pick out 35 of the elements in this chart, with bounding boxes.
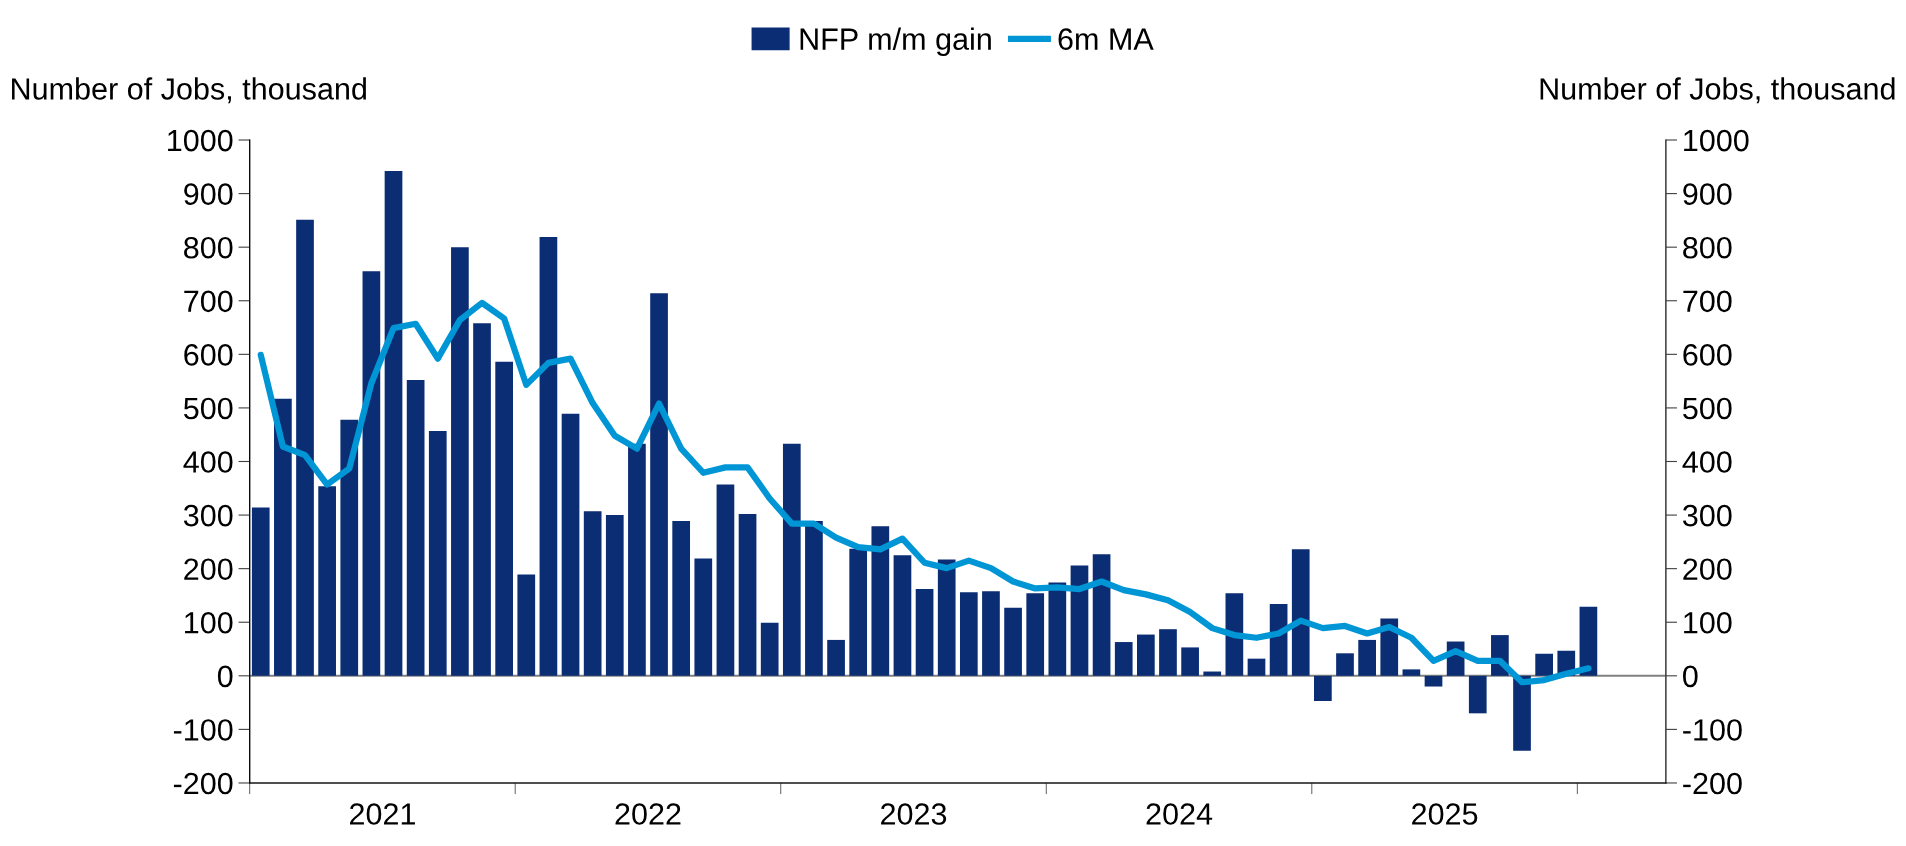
y2-tick-label: 900 (1683, 183, 1732, 205)
y2-tick-label: 500 (1683, 397, 1732, 420)
y-tick-label: 300 (183, 504, 233, 527)
y-tick-label: 0 (217, 665, 233, 688)
y-tick-label: 900 (184, 183, 233, 205)
text: 2025 (1412, 803, 1478, 825)
y2-tick-label: 200 (1683, 558, 1732, 581)
y2-tick-label: 300 (1682, 504, 1732, 527)
y2-tick-label: 0 (1683, 665, 1698, 688)
y-tick-label: 200 (184, 558, 233, 581)
y2-axis-title: Number of Jobs, thousand (1540, 77, 1895, 104)
y-tick-label: -200 (173, 772, 233, 795)
y-tick-label: 500 (183, 397, 233, 420)
y-tick-label: 100 (185, 611, 233, 634)
y2-tick-label: 700 (1683, 290, 1732, 313)
y-axis-title: Number of Jobs, thousand (12, 77, 366, 104)
y2-tick-label: 1000 (1684, 129, 1749, 152)
y-tick-label: -100 (173, 719, 233, 741)
y2-tick-label: 400 (1682, 451, 1732, 473)
y-tick-label: 1000 (168, 129, 233, 152)
text: 2024 (1146, 803, 1213, 825)
y2-tick-label: 600 (1683, 344, 1732, 366)
y2-tick-label: -200 (1683, 772, 1742, 795)
y-tick-label: 800 (184, 236, 233, 259)
y-tick-label: 600 (184, 344, 233, 366)
y2-tick-label: -100 (1683, 719, 1742, 741)
text: 2023 (881, 803, 947, 825)
y-tick-label: 700 (184, 290, 233, 313)
legend-label: NFP m/m gain (800, 27, 991, 56)
y2-tick-label: 100 (1684, 611, 1732, 634)
y2-tick-label: 800 (1683, 236, 1732, 259)
text: 2022 (615, 803, 681, 825)
text: 2021 (350, 803, 415, 825)
legend-label: 6m MA (1058, 28, 1154, 50)
y-tick-label: 400 (183, 451, 233, 473)
